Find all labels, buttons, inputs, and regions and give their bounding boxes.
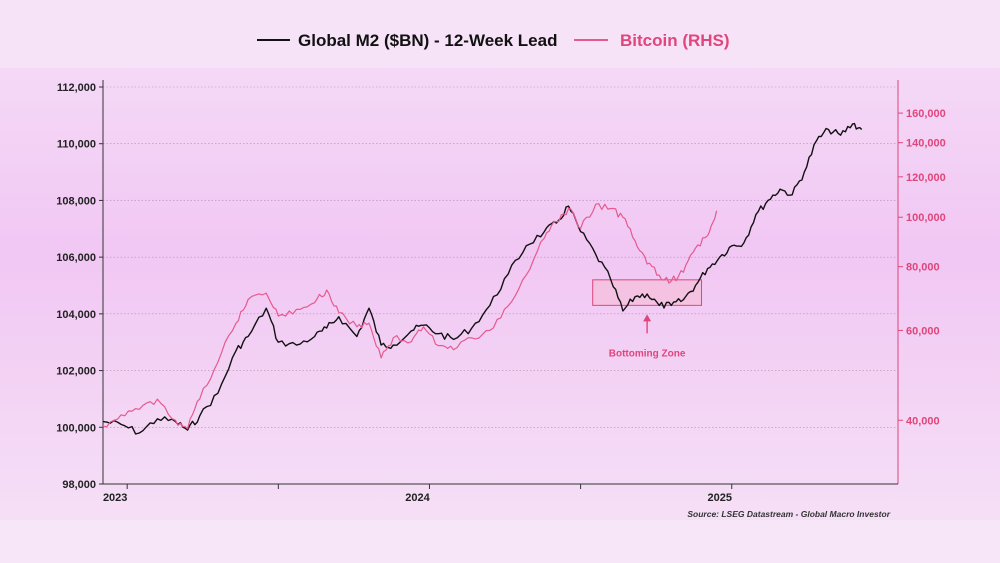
legend-band — [0, 0, 1000, 68]
left-axis: 112,000 110,000 108,000 106,000 104,000 102,0… — [56, 82, 103, 491]
gridlines — [103, 86, 898, 428]
bottoming-zone-annotation: Bottoming Zone — [592, 279, 703, 359]
x-tick-label: 2025 — [708, 492, 732, 504]
left-tick-label: 110,000 — [57, 139, 96, 151]
right-tick-label: 140,000 — [906, 138, 946, 150]
legend-btc-label: Bitcoin (RHS) — [620, 31, 730, 50]
left-tick-label: 106,000 — [56, 252, 96, 264]
series — [102, 122, 863, 435]
left-tick-label: 102,000 — [56, 366, 96, 378]
left-tick-label: 108,000 — [56, 195, 96, 207]
bottoming-zone-label: Bottoming Zone — [609, 348, 686, 359]
left-tick-label: 104,000 — [56, 309, 96, 321]
x-tick-label: 2024 — [405, 492, 430, 504]
right-tick-label: 160,000 — [906, 108, 946, 120]
bottoming-zone-box — [592, 279, 703, 306]
legend-m2-label: Global M2 ($BN) - 12-Week Lead — [298, 31, 557, 50]
bitcoin-line — [102, 203, 718, 430]
global-m2-line — [102, 122, 863, 435]
footer-band — [0, 520, 1000, 563]
right-tick-label: 100,000 — [906, 212, 946, 224]
x-tick-label: 2023 — [103, 492, 127, 504]
right-tick-label: 40,000 — [906, 415, 940, 427]
left-tick-label: 100,000 — [56, 422, 96, 434]
right-tick-label: 60,000 — [906, 325, 940, 337]
source-note: Source: LSEG Datastream - Global Macro I… — [687, 509, 890, 519]
right-axis: 160,000 140,000 120,000 100,000 80,000 60,000… — [898, 108, 946, 427]
right-tick-label: 80,000 — [906, 262, 940, 274]
left-tick-label: 112,000 — [57, 82, 96, 94]
right-tick-label: 120,000 — [906, 172, 946, 184]
x-axis: 2023 2024 2025 — [103, 484, 733, 504]
left-tick-label: 98,000 — [62, 479, 96, 491]
legend: Global M2 ($BN) - 12-Week Lead Bitcoin (… — [257, 31, 730, 50]
bottoming-zone-arrowhead — [643, 314, 652, 322]
